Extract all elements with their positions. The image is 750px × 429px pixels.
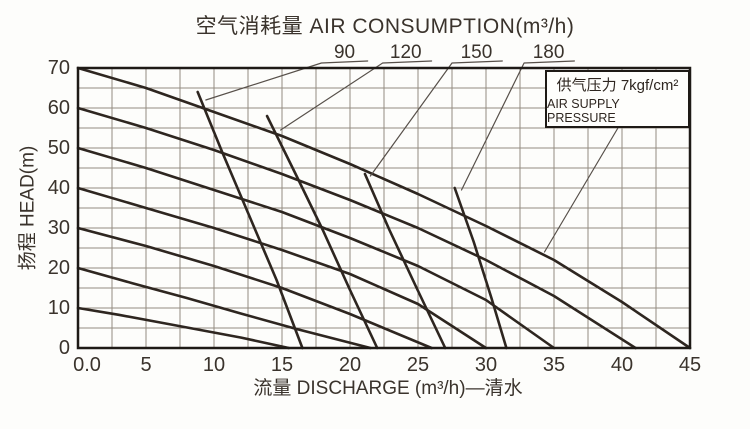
x-tick-label-35: 35 xyxy=(542,354,566,376)
air-consumption-90 xyxy=(196,90,304,350)
pressure-box-leader xyxy=(543,127,619,253)
x-tick-label-0.0: 0.0 xyxy=(73,354,101,376)
air-consumption-label-150: 150 xyxy=(460,42,493,63)
plot-border xyxy=(76,66,692,350)
y-tick-label-70: 70 xyxy=(47,57,70,79)
x-axis-label: 流量 DISCHARGE (m³/h)—清水 xyxy=(253,378,523,399)
x-tick-label-5: 5 xyxy=(140,354,152,376)
y-tick-label-30: 30 xyxy=(47,217,70,239)
x-tick-label-25: 25 xyxy=(406,354,430,376)
air-consumption-120 xyxy=(265,114,379,350)
chart-title: 空气消耗量 AIR CONSUMPTION(m³/h) xyxy=(195,15,575,38)
air-consumption-label-120: 120 xyxy=(389,42,422,63)
air-consumption-150 xyxy=(363,172,447,350)
air-label-leader-150 xyxy=(369,60,503,177)
pressure-box-line1: 供气压力 7kgf/cm² xyxy=(556,76,679,94)
air-supply-pressure-box: 供气压力 7kgf/cm² AIR SUPPLY PRESSURE xyxy=(545,70,690,128)
y-tick-label-10: 10 xyxy=(47,297,70,319)
head-curve-10 xyxy=(76,306,291,350)
head-curve-60 xyxy=(76,106,637,350)
x-tick-label-15: 15 xyxy=(270,354,294,376)
y-tick-label-20: 20 xyxy=(47,257,70,279)
head-curve-40 xyxy=(76,186,488,350)
y-axis-label: 扬程 HEAD(m) xyxy=(17,145,39,271)
air-label-leader-120 xyxy=(280,60,433,131)
head-curve-50 xyxy=(76,146,556,350)
x-tick-label-10: 10 xyxy=(202,354,226,376)
x-tick-label-30: 30 xyxy=(474,354,498,376)
y-tick-label-50: 50 xyxy=(47,137,70,159)
y-tick-label-40: 40 xyxy=(47,177,70,199)
head-curve-20 xyxy=(76,266,372,350)
y-tick-label-60: 60 xyxy=(47,97,70,119)
x-tick-label-45: 45 xyxy=(678,354,702,376)
head-curve-70 xyxy=(76,66,692,350)
x-tick-label-40: 40 xyxy=(610,354,634,376)
air-consumption-label-180: 180 xyxy=(532,42,565,63)
x-tick-label-20: 20 xyxy=(338,354,362,376)
air-label-leader-180 xyxy=(460,60,576,191)
air-consumption-label-90: 90 xyxy=(333,42,356,63)
air-label-leader-90 xyxy=(205,60,369,101)
air-consumption-180 xyxy=(453,186,508,350)
y-tick-label-0: 0 xyxy=(58,337,70,359)
pressure-box-line2: AIR SUPPLY PRESSURE xyxy=(547,96,620,125)
